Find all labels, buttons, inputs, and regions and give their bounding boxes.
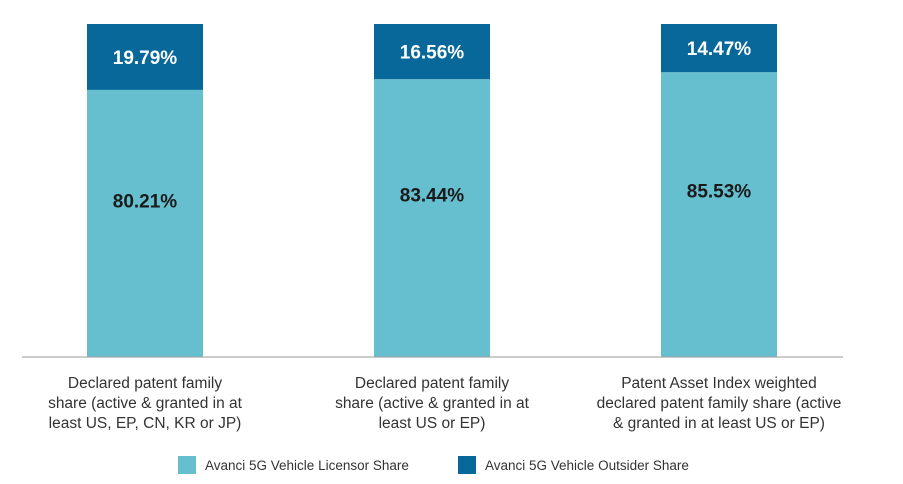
bar-licensor-share xyxy=(661,72,777,358)
data-label-outsider: 19.79% xyxy=(113,48,178,69)
data-label-outsider: 16.56% xyxy=(400,43,465,64)
data-label-licensor: 80.21% xyxy=(113,191,178,212)
x-axis-category-label: Patent Asset Index weighted declared pate… xyxy=(597,375,842,432)
x-axis-category-label: Declared patent family share (active & gr… xyxy=(335,375,530,432)
data-label-outsider: 14.47% xyxy=(687,39,752,60)
bar-outsider-share xyxy=(87,24,203,90)
legend-swatch xyxy=(178,456,196,474)
legend-swatch xyxy=(458,456,476,474)
bar-outsider-share xyxy=(661,24,777,73)
bar-licensor-share xyxy=(374,79,490,357)
bar-licensor-share xyxy=(87,89,203,358)
data-label-licensor: 85.53% xyxy=(687,182,752,203)
data-label-licensor: 83.44% xyxy=(400,185,465,206)
legend-label: Avanci 5G Vehicle Outsider Share xyxy=(485,458,689,473)
x-axis-category-label: Declared patent family share (active & gr… xyxy=(48,375,243,432)
bar-outsider-share xyxy=(374,24,490,80)
legend-label: Avanci 5G Vehicle Licensor Share xyxy=(205,458,409,473)
